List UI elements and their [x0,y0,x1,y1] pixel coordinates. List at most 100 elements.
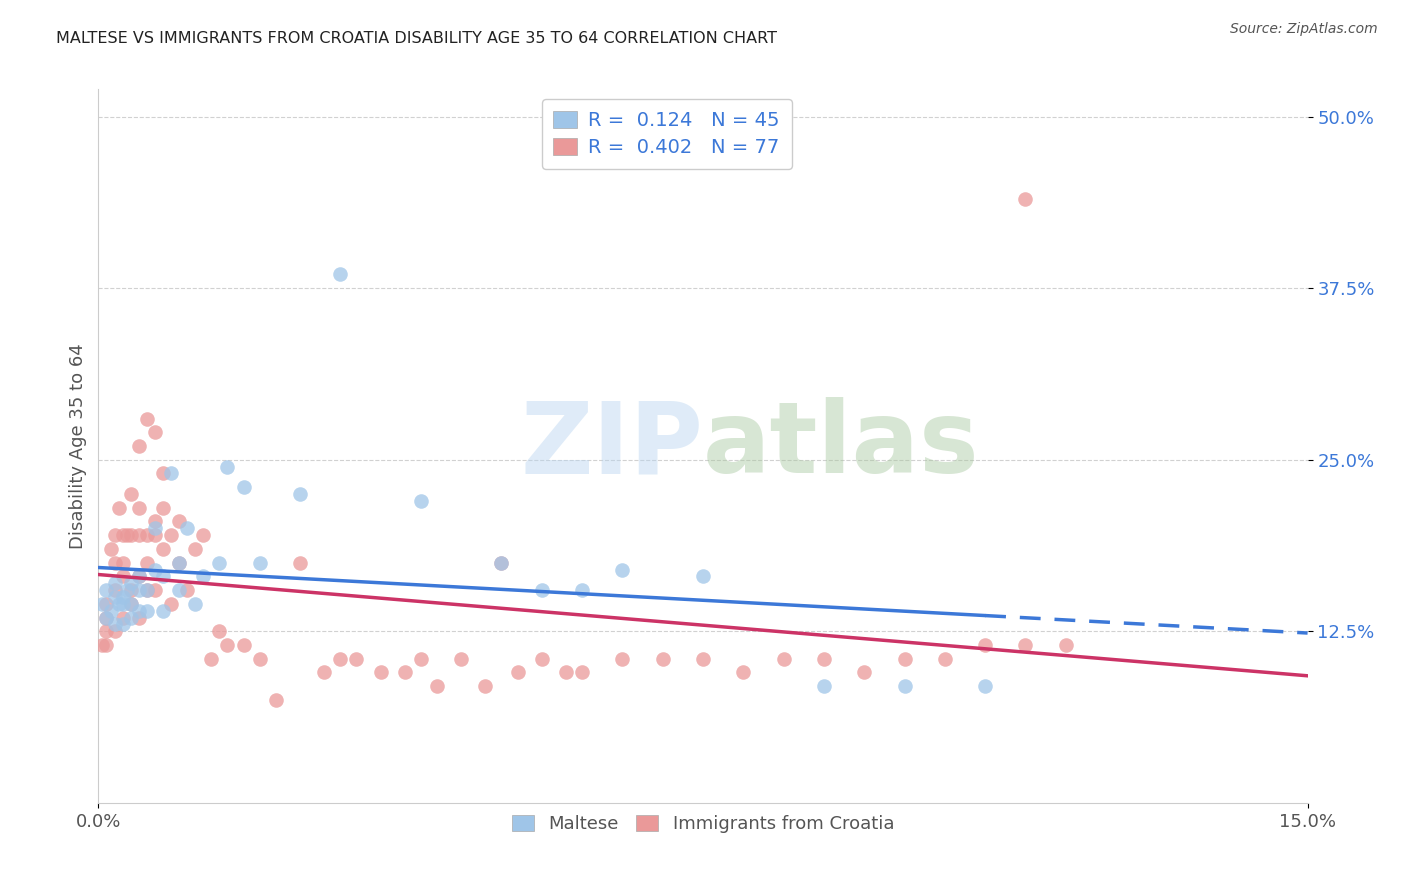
Point [143,583,166,598]
Point [103,583,125,598]
Point [135,528,157,542]
Point [612,651,634,665]
Point [772,651,794,665]
Point [120,597,142,611]
Point [491,556,513,570]
Point [135,583,157,598]
Point [135,604,157,618]
Point [143,515,166,529]
Point [96,597,118,611]
Point [288,487,311,501]
Point [103,617,125,632]
Point [160,597,183,611]
Point [176,521,198,535]
Point [96,638,118,652]
Legend: Maltese, Immigrants from Croatia: Maltese, Immigrants from Croatia [501,804,905,844]
Point [128,569,150,583]
Point [571,583,593,598]
Point [651,651,673,665]
Point [152,500,174,515]
Point [249,651,271,665]
Point [329,268,352,282]
Point [249,556,271,570]
Point [100,604,122,618]
Point [733,665,755,680]
Point [107,597,129,611]
Point [107,500,129,515]
Point [128,439,150,453]
Point [200,651,222,665]
Point [143,425,166,440]
Point [934,651,956,665]
Point [217,638,239,652]
Point [91,638,114,652]
Point [974,679,997,693]
Point [96,610,118,624]
Point [120,597,142,611]
Point [111,617,134,632]
Point [111,528,134,542]
Point [103,556,125,570]
Point [128,500,150,515]
Point [135,583,157,598]
Point [91,597,114,611]
Point [692,569,714,583]
Point [103,624,125,639]
Point [409,494,432,508]
Point [491,556,513,570]
Point [152,541,174,556]
Point [184,541,207,556]
Point [103,590,125,604]
Point [152,604,174,618]
Point [135,556,157,570]
Point [120,576,142,591]
Point [135,411,157,425]
Point [893,679,915,693]
Point [152,569,174,583]
Point [571,665,593,680]
Point [314,665,336,680]
Text: ZIP: ZIP [520,398,703,494]
Point [111,569,134,583]
Point [450,651,472,665]
Point [128,583,150,598]
Point [426,679,449,693]
Point [128,610,150,624]
Point [409,651,432,665]
Point [96,610,118,624]
Point [111,590,134,604]
Point [370,665,392,680]
Point [208,556,231,570]
Point [394,665,416,680]
Point [232,480,254,494]
Point [111,610,134,624]
Point [128,528,150,542]
Point [184,597,207,611]
Point [120,528,142,542]
Point [115,583,138,598]
Point [612,562,634,576]
Point [115,528,138,542]
Point [128,569,150,583]
Point [128,604,150,618]
Text: atlas: atlas [703,398,980,494]
Point [103,576,125,591]
Point [167,556,190,570]
Point [813,679,835,693]
Point [217,459,239,474]
Point [100,541,122,556]
Point [329,651,352,665]
Point [530,583,553,598]
Point [143,521,166,535]
Point [143,562,166,576]
Point [813,651,835,665]
Point [103,528,125,542]
Point [1014,638,1036,652]
Point [974,638,997,652]
Point [853,665,876,680]
Point [344,651,367,665]
Point [111,556,134,570]
Point [288,556,311,570]
Point [176,583,198,598]
Point [555,665,578,680]
